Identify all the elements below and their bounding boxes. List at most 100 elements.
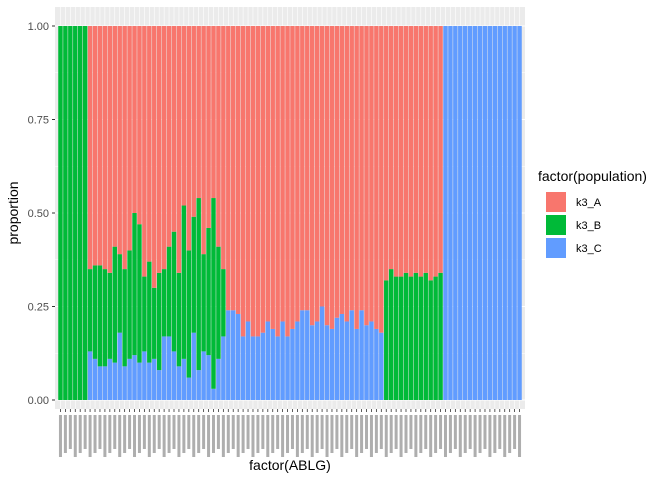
bar-segment-k3-c [112, 362, 117, 400]
x-tick-label-glyph [409, 415, 413, 449]
bar-segment-k3-a [132, 26, 137, 213]
bar-segment-k3-a [334, 26, 340, 318]
bar-segment-k3-b [147, 261, 152, 363]
bar-segment-k3-b [171, 231, 177, 352]
x-tick-label-glyph [389, 415, 393, 453]
x-tick-label-glyph [394, 415, 398, 449]
x-tick-label-glyph [103, 415, 107, 457]
bar-segment-k3-a [270, 26, 275, 329]
x-tick-label-glyph [300, 415, 304, 453]
bar-segment-k3-c [300, 310, 305, 400]
x-tick-label-glyph [443, 415, 447, 457]
bar-segment-k3-a [359, 26, 364, 311]
bar-segment-k3-a [166, 26, 172, 247]
x-tick-label-glyph [63, 415, 67, 453]
x-tick-label-glyph [226, 415, 230, 453]
x-tick-label-glyph [518, 415, 522, 457]
bar-segment-k3-c [344, 321, 349, 400]
bar-segment-k3-b [161, 269, 167, 337]
x-tick-label-glyph [379, 415, 383, 449]
x-tick-label-glyph [162, 415, 166, 457]
bar-segment-k3-c [152, 358, 157, 400]
bar-segment-k3-b [181, 205, 187, 359]
x-tick-label-glyph [419, 415, 423, 453]
x-tick-label-glyph [335, 415, 339, 449]
x-tick-label-glyph [266, 415, 270, 457]
bar-segment-k3-c [512, 26, 517, 400]
x-tick-label-glyph [414, 415, 418, 457]
bar-segment-k3-a [433, 26, 438, 277]
bar-segment-k3-c [226, 310, 231, 400]
bar-segment-k3-b [58, 26, 63, 400]
bar-segment-k3-a [339, 26, 345, 314]
x-tick-label-glyph [320, 415, 324, 449]
x-tick-label-glyph [350, 415, 354, 449]
bar-segment-k3-c [235, 313, 241, 400]
bar-segment-k3-c [374, 328, 379, 400]
x-tick-label-glyph [365, 415, 369, 449]
bar-segment-k3-a [300, 26, 305, 311]
y-tick-label: 0.25 [28, 302, 49, 314]
bar-segment-k3-b [403, 272, 409, 400]
x-tick-label-glyph [404, 415, 408, 453]
x-tick-label-glyph [98, 415, 102, 449]
bar-segment-k3-c [290, 328, 295, 400]
bar-segment-k3-b [433, 276, 438, 400]
bar-segment-k3-c [379, 332, 384, 400]
bar-segment-k3-c [117, 332, 122, 400]
x-tick-label-glyph [290, 415, 294, 449]
bar-segment-k3-a [216, 26, 221, 247]
x-tick-label-glyph [508, 415, 512, 453]
bar-segment-k3-a [176, 26, 182, 273]
x-tick-label-glyph [463, 415, 467, 453]
legend: factor(population) k3_A k3_B k3_C [538, 168, 647, 258]
bar-segment-k3-a [314, 26, 320, 322]
bar-segment-k3-c [231, 310, 236, 400]
bar-segment-k3-b [221, 269, 226, 337]
bar-segment-k3-b [156, 272, 162, 371]
bar-segment-k3-a [413, 26, 419, 273]
bar-segment-k3-c [334, 317, 340, 400]
bar-segment-k3-a [87, 26, 93, 270]
x-tick-label-glyph [276, 415, 280, 449]
bar-segment-k3-a [122, 26, 127, 270]
x-tick-label-glyph [246, 415, 250, 449]
bars [58, 26, 522, 400]
bar-segment-k3-a [221, 26, 226, 270]
bar-segment-k3-c [216, 358, 221, 400]
legend-title: factor(population) [538, 168, 647, 184]
bar-segment-k3-a [161, 26, 167, 270]
bar-segment-k3-c [265, 321, 271, 400]
x-tick-label-glyph [142, 415, 146, 449]
x-tick-label-glyph [172, 415, 176, 449]
bar-segment-k3-c [221, 336, 226, 400]
bar-segment-k3-c [443, 26, 448, 400]
x-tick-label-glyph [310, 415, 314, 457]
bar-segment-k3-c [181, 358, 187, 400]
bar-segment-k3-b [438, 272, 443, 400]
bar-segment-k3-c [354, 328, 359, 400]
bar-segment-k3-a [285, 26, 290, 337]
bar-segment-k3-c [497, 26, 503, 400]
bar-segment-k3-a [97, 26, 103, 266]
bar-segment-k3-c [206, 355, 211, 400]
bar-segment-k3-c [280, 321, 285, 400]
bar-segment-k3-b [137, 224, 142, 363]
bar-segment-k3-a [186, 26, 192, 251]
bar-segment-k3-a [152, 26, 157, 288]
y-tick-label: 0.50 [28, 208, 49, 220]
bar-segment-k3-a [384, 26, 389, 281]
x-tick-label-glyph [197, 415, 201, 453]
x-tick-label-glyph [167, 415, 171, 453]
bar-segment-k3-a [438, 26, 443, 273]
bar-segment-k3-c [324, 325, 330, 400]
bar-segment-k3-a [423, 26, 428, 273]
x-tick-label-glyph [251, 415, 255, 457]
bar-segment-k3-a [107, 26, 113, 273]
bar-segment-k3-c [472, 26, 478, 400]
x-tick-label-glyph [93, 415, 97, 453]
bar-segment-k3-b [418, 276, 424, 400]
x-tick-label-glyph [78, 415, 82, 453]
bar-segment-k3-a [201, 26, 206, 255]
bar-segment-k3-b [87, 269, 93, 352]
